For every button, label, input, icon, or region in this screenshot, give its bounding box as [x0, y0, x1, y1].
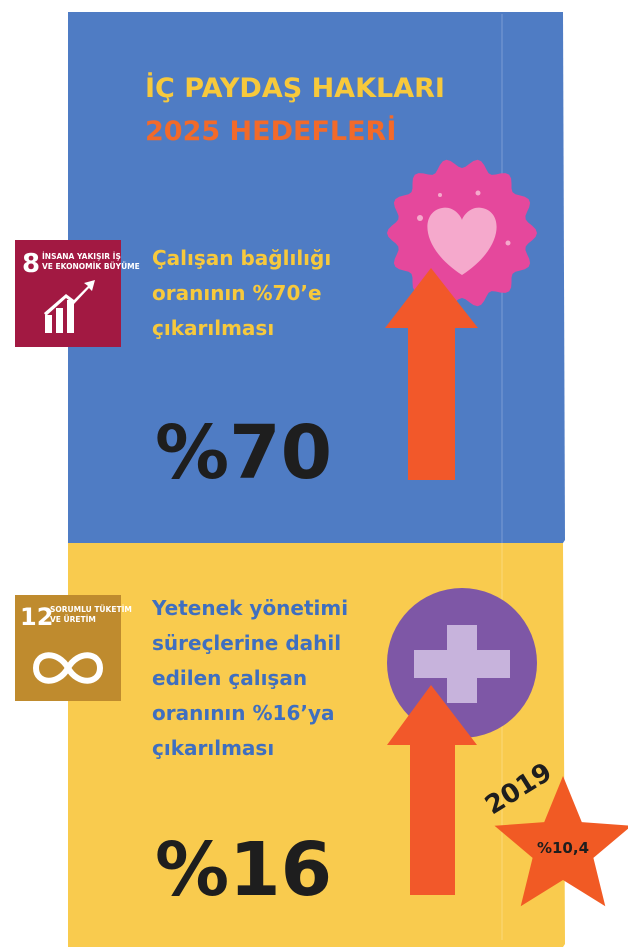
title-line1: İÇ PAYDAŞ HAKLARI — [145, 72, 445, 104]
sdg-label: İNSANA YAKIŞIR İŞ — [42, 252, 121, 261]
sdg-label: VE ÜRETİM — [50, 615, 96, 624]
body-text: çıkarılması — [152, 316, 274, 340]
body-text: oranının %70’e — [152, 281, 322, 305]
sdg-icon — [32, 652, 104, 684]
heart — [427, 207, 497, 275]
big-value: %16 — [155, 827, 332, 913]
sparkles — [417, 190, 511, 246]
arrow — [387, 685, 477, 895]
sdg-label: SORUMLU TÜKETİM — [50, 605, 132, 614]
body-text: çıkarılması — [152, 736, 274, 760]
sdg-label: VE EKONOMİK BÜYÜME — [42, 262, 140, 271]
sdg-badge — [15, 595, 121, 701]
star-value: %10,4 — [537, 839, 589, 857]
body-text: süreçlerine dahil — [152, 631, 341, 655]
title-line2: 2025 HEDEFLERİ — [145, 115, 396, 147]
big-value: %70 — [155, 410, 332, 496]
sdg-icon — [44, 280, 95, 333]
body-text: Yetenek yönetimi — [151, 596, 348, 620]
body-text: edilen çalışan — [152, 666, 307, 690]
body-text: oranının %16’ya — [152, 701, 335, 725]
plus — [414, 625, 510, 703]
sdg-number: 12 — [20, 603, 53, 631]
body-text: Çalışan bağlılığı — [152, 246, 331, 270]
sdg-number: 8 — [22, 249, 40, 279]
arrow — [385, 268, 478, 480]
star — [494, 776, 628, 907]
